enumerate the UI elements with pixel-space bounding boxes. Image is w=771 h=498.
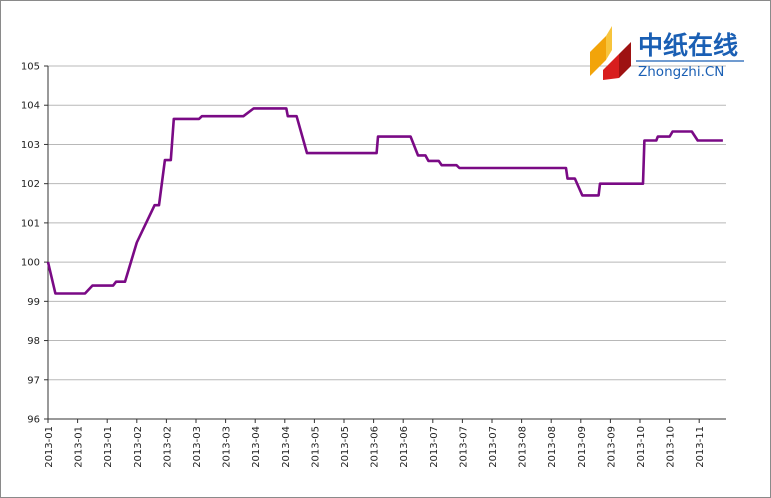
y-tick-label: 97 — [27, 375, 40, 386]
y-tick-label: 105 — [21, 62, 40, 73]
y-tick-label: 103 — [21, 140, 40, 151]
x-tick-label: 2013-09 — [606, 426, 617, 468]
y-axis: 96 97 98 99 100 101 102 103 104 105 — [21, 62, 49, 426]
x-tick-label: 2013-02 — [133, 426, 144, 468]
x-tick-label: 2013-02 — [162, 426, 173, 468]
x-tick-label: 2013-01 — [103, 426, 114, 468]
y-tick-label: 98 — [27, 336, 40, 347]
x-tick-label: 2013-03 — [222, 426, 233, 468]
x-tick-label: 2013-05 — [310, 426, 321, 468]
x-tick-label: 2013-07 — [429, 426, 440, 468]
y-tick-label: 100 — [21, 258, 40, 269]
zhongzhi-logo: 中纸在线 Zhongzhi.CN — [590, 26, 744, 80]
x-tick-label: 2013-05 — [340, 426, 351, 468]
logo-english-name: Zhongzhi.CN — [638, 64, 724, 80]
y-tick-label: 99 — [27, 297, 40, 308]
x-tick-label: 2013-07 — [488, 426, 499, 468]
x-tick-label: 2013-10 — [636, 426, 647, 468]
x-tick-label: 2013-08 — [518, 426, 529, 468]
x-axis: 2013-01 2013-01 2013-01 2013-02 2013-02 2013-… — [44, 418, 726, 468]
x-tick-label: 2013-11 — [695, 426, 706, 468]
x-tick-label: 2013-10 — [666, 426, 677, 468]
logo-chinese-name: 中纸在线 — [638, 31, 738, 60]
x-tick-label: 2013-04 — [251, 426, 262, 468]
series-line — [46, 107, 723, 295]
x-tick-label: 2013-07 — [458, 426, 469, 468]
x-tick-label: 2013-09 — [577, 426, 588, 468]
logo-mark-icon — [590, 26, 631, 80]
x-tick-label: 2013-01 — [74, 426, 85, 468]
y-tick-label: 101 — [21, 218, 40, 229]
x-tick-label: 2013-01 — [44, 426, 55, 468]
x-tick-label: 2013-06 — [399, 426, 410, 468]
plot-area — [48, 66, 726, 419]
y-tick-label: 102 — [21, 179, 40, 190]
x-tick-label: 2013-04 — [281, 426, 292, 468]
x-tick-label: 2013-08 — [547, 426, 558, 468]
x-tick-label: 2013-03 — [192, 426, 203, 468]
y-tick-label: 96 — [27, 415, 40, 426]
y-tick-label: 104 — [21, 101, 40, 112]
x-tick-label: 2013-06 — [370, 426, 381, 468]
